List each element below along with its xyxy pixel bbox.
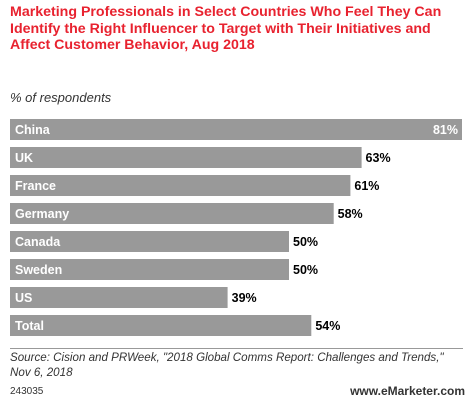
bar-row-germany: Germany 58% bbox=[10, 203, 363, 224]
category-label: China bbox=[15, 123, 51, 137]
brand-link[interactable]: www.eMarketer.com bbox=[350, 384, 465, 398]
bar bbox=[10, 287, 228, 308]
bar-row-china: China 81% bbox=[10, 119, 462, 140]
bar bbox=[10, 231, 289, 252]
footer-divider bbox=[10, 348, 463, 349]
chart-subtitle: % of respondents bbox=[10, 90, 112, 105]
value-label: 54% bbox=[315, 319, 340, 333]
bar bbox=[10, 175, 351, 196]
bar-row-france: France 61% bbox=[10, 175, 379, 196]
category-label: Canada bbox=[15, 235, 61, 249]
category-label: Total bbox=[15, 319, 44, 333]
value-label: 61% bbox=[354, 179, 379, 193]
category-label: Germany bbox=[15, 207, 69, 221]
value-label: 50% bbox=[293, 263, 318, 277]
bar-row-total: Total 54% bbox=[10, 315, 340, 336]
bar-row-sweden: Sweden 50% bbox=[10, 259, 318, 280]
bar-row-uk: UK 63% bbox=[10, 147, 391, 168]
value-label: 58% bbox=[338, 207, 363, 221]
value-label: 81% bbox=[433, 123, 458, 137]
category-label: France bbox=[15, 179, 56, 193]
bar bbox=[10, 147, 362, 168]
bar bbox=[10, 119, 462, 140]
source-note: Source: Cision and PRWeek, "2018 Global … bbox=[10, 351, 444, 379]
chart-title: Marketing Professionals in Select Countr… bbox=[10, 4, 442, 53]
bar bbox=[10, 203, 334, 224]
value-label: 39% bbox=[232, 291, 257, 305]
bar bbox=[10, 315, 312, 336]
bar bbox=[10, 259, 289, 280]
category-label: UK bbox=[15, 151, 33, 165]
bar-row-canada: Canada 50% bbox=[10, 231, 318, 252]
chart-id: 243035 bbox=[10, 386, 44, 397]
value-label: 50% bbox=[293, 235, 318, 249]
bar-row-us: US 39% bbox=[10, 287, 257, 308]
value-label: 63% bbox=[366, 151, 391, 165]
category-label: Sweden bbox=[15, 263, 62, 277]
category-label: US bbox=[15, 291, 32, 305]
